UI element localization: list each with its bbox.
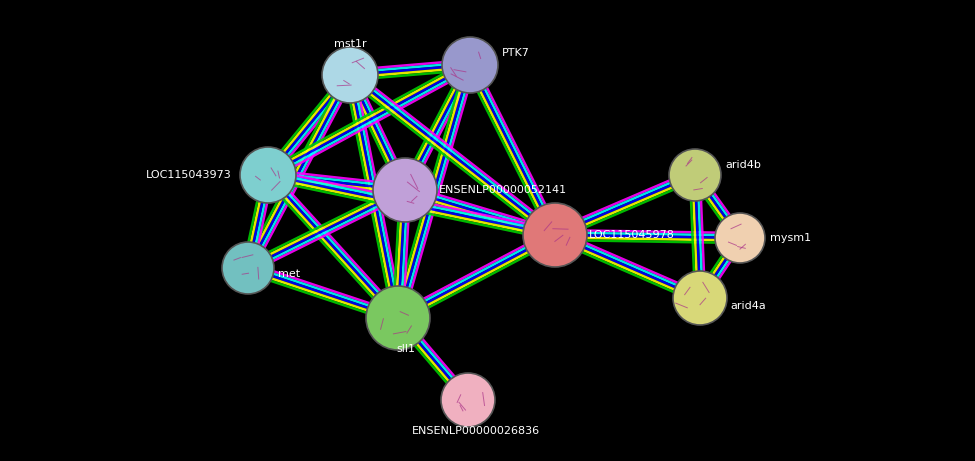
Circle shape	[669, 149, 721, 201]
Circle shape	[715, 213, 765, 263]
Text: LOC115045978: LOC115045978	[589, 230, 675, 240]
Circle shape	[441, 373, 495, 427]
Circle shape	[442, 37, 498, 93]
Circle shape	[673, 271, 727, 325]
Text: met: met	[278, 269, 300, 279]
Text: ENSENLP00000026836: ENSENLP00000026836	[411, 426, 540, 436]
Circle shape	[523, 203, 587, 267]
Text: arid4a: arid4a	[730, 301, 765, 311]
Text: PTK7: PTK7	[502, 48, 529, 58]
Circle shape	[322, 47, 378, 103]
Text: sll1: sll1	[397, 344, 415, 354]
Text: arid4b: arid4b	[725, 160, 760, 170]
Text: ENSENLP00000052141: ENSENLP00000052141	[439, 185, 567, 195]
Text: mst1r: mst1r	[333, 39, 367, 49]
Text: mysm1: mysm1	[770, 233, 811, 243]
Circle shape	[222, 242, 274, 294]
Text: LOC115043973: LOC115043973	[146, 170, 232, 180]
Circle shape	[373, 158, 437, 222]
Circle shape	[366, 286, 430, 350]
Circle shape	[240, 147, 296, 203]
